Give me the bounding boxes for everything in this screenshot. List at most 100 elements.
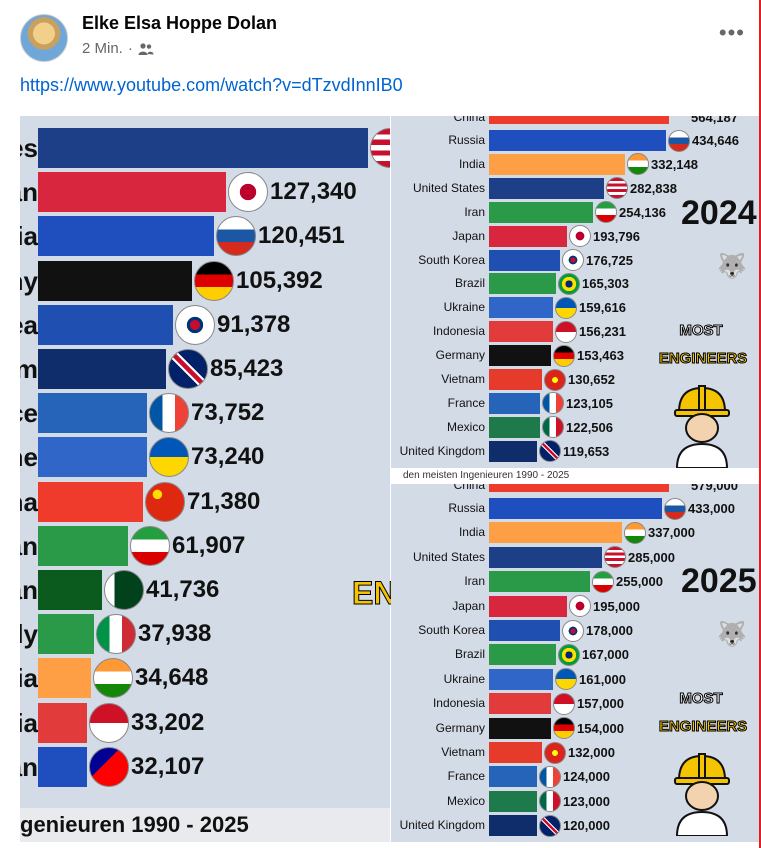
chart-2025-bar: [489, 742, 542, 763]
chart-2024-row: Brazil 165,303: [391, 272, 759, 295]
in-flag-icon: [624, 521, 646, 544]
chart-2024-label: Russia: [448, 133, 485, 147]
chart-2025-label: Vietnam: [441, 745, 485, 759]
ir-flag-icon: [592, 570, 614, 593]
left-chart-value: 73,240: [191, 443, 265, 471]
chart-2024-bar: [489, 297, 553, 319]
left-chart-label: ne: [20, 442, 38, 473]
chart-2024-label: Vietnam: [441, 372, 485, 386]
left-chart-row: ny 105,392: [20, 260, 390, 301]
left-chart-label: an: [20, 575, 38, 605]
kr-flag-icon: [562, 249, 584, 271]
chart-2025-label: Brazil: [454, 647, 485, 662]
left-chart-footer: genieuren 1990 - 2025: [20, 808, 390, 842]
left-chart-label: ia: [20, 707, 38, 738]
ua-flag-icon: [555, 296, 577, 319]
friends-icon[interactable]: [138, 42, 154, 56]
chart-2025-bar: [489, 766, 537, 788]
left-chart-value: 91,378: [217, 310, 291, 338]
engineer-worker-icon: [669, 382, 735, 468]
chart-2025-value: 337,000: [648, 525, 695, 541]
left-chart-row: an 127,340: [20, 172, 390, 213]
chart-2025-year-label: 2025: [681, 562, 757, 600]
chart-2025-image[interactable]: Russia 433,000 India 337,000 United States 28…: [391, 484, 759, 842]
chart-2025-label: United States: [412, 549, 485, 564]
chart-2025-value: 167,000: [582, 647, 629, 663]
chart-2025-value: 123,000: [563, 793, 610, 809]
chart-2025-row: Japan 195,000: [391, 595, 759, 618]
chart-2024-label: India: [458, 156, 485, 171]
vn-flag-icon: [544, 741, 566, 764]
chart-2025-bar: [489, 595, 567, 617]
us-flag-icon: [604, 546, 626, 569]
post-link[interactable]: https://www.youtube.com/watch?v=dTzvdInn…: [20, 75, 403, 95]
jp-flag-icon: [569, 595, 591, 618]
chart-2025-row: United States 285,000: [391, 546, 759, 569]
it-flag-icon: [96, 614, 136, 655]
chart-2024-row: Indonesia 156,231: [391, 320, 759, 343]
chart-2025-bar: [489, 498, 662, 519]
chart-2024-bar: [489, 345, 551, 367]
chart-2024-row: Russia 434,646: [391, 129, 759, 152]
left-chart-bar: [38, 702, 87, 743]
in-flag-icon: [93, 658, 133, 699]
left-chart-label: es: [20, 133, 38, 163]
left-chart-label: an: [20, 751, 38, 782]
chart-2024-bar: [489, 130, 666, 151]
chart-2025-row: Russia 433,000: [391, 497, 759, 520]
left-chart-label: ia: [20, 663, 38, 694]
left-chart-label: an: [20, 530, 38, 561]
chart-2025-label: France: [447, 769, 485, 784]
kr-flag-icon: [562, 619, 584, 642]
chart-2024-row: Germany 153,463: [391, 344, 759, 367]
left-chart-row: an 32,107: [20, 746, 390, 787]
left-chart-label: ly: [20, 619, 38, 650]
chart-2025-row: Germany 154,000: [391, 717, 759, 740]
left-chart-bar: [38, 304, 173, 345]
chart-2024-top-bar: [489, 116, 669, 124]
chart-2024-top-value: 564,187: [691, 116, 738, 125]
chart-2024-value: 130,652: [568, 372, 615, 387]
left-chart-value: 71,380: [187, 487, 261, 515]
chart-2024-row: Mexico 122,506: [391, 416, 759, 439]
chart-2025-value: 178,000: [586, 623, 633, 638]
chart-2025-value: 124,000: [563, 769, 610, 785]
chart-2024-footer-strip: den meisten Ingenieuren 1990 - 2025: [403, 470, 570, 481]
left-chart-label: ce: [20, 398, 38, 429]
post-author[interactable]: Elke Elsa Hoppe Dolan: [82, 13, 278, 33]
us-flag-icon: [606, 177, 628, 200]
chart-2025-label: Ukraine: [443, 671, 485, 686]
chart-2025-label: Germany: [435, 720, 485, 735]
chart-2024-row: Ukraine 159,616: [391, 296, 759, 319]
chart-2025-row: Mexico 123,000: [391, 790, 759, 813]
left-chart-value: 85,423: [210, 355, 284, 382]
left-chart-value: 37,938: [138, 620, 212, 648]
chart-2025-bar: [489, 717, 551, 739]
chart-2024-label: Ukraine: [443, 300, 485, 315]
left-chart-row: ne 73,240: [20, 437, 390, 478]
chart-2024-label: Germany: [435, 348, 485, 363]
chart-2024-most-label: MOST: [679, 322, 723, 340]
chart-2024-bar: [489, 201, 593, 223]
chart-2024-row: Vietnam 130,652: [391, 368, 759, 391]
cn-flag-icon: [145, 481, 185, 522]
left-chart-image[interactable]: es an 127,340 ia 120,451 ny 105,392 ea 91,378 m 85…: [20, 116, 390, 842]
chart-2025-row: Iran 255,000: [391, 570, 759, 593]
fr-flag-icon: [539, 765, 561, 788]
post-time[interactable]: 2 Min.: [82, 40, 123, 57]
vn-flag-icon: [544, 368, 566, 391]
ru-flag-icon: [216, 216, 256, 257]
chart-2025-top-bar: [489, 484, 669, 492]
chart-2024-value: 165,303: [582, 276, 629, 292]
chart-2025-value: 433,000: [688, 501, 735, 516]
chart-2024-image[interactable]: Russia 434,646 India 332,148 United States 28…: [391, 116, 759, 468]
avatar[interactable]: [20, 14, 68, 62]
chart-2025-row: India 337,000: [391, 521, 759, 544]
chart-2024-row: Japan 193,796: [391, 225, 759, 248]
more-options-icon[interactable]: •••: [718, 20, 745, 45]
chart-2024-bar: [489, 392, 540, 414]
wolf-logo-icon: 🐺: [717, 253, 747, 280]
chart-2024-bar: [489, 369, 542, 390]
chart-2025-bar: [489, 693, 551, 715]
left-chart-value: 73,752: [191, 399, 265, 427]
